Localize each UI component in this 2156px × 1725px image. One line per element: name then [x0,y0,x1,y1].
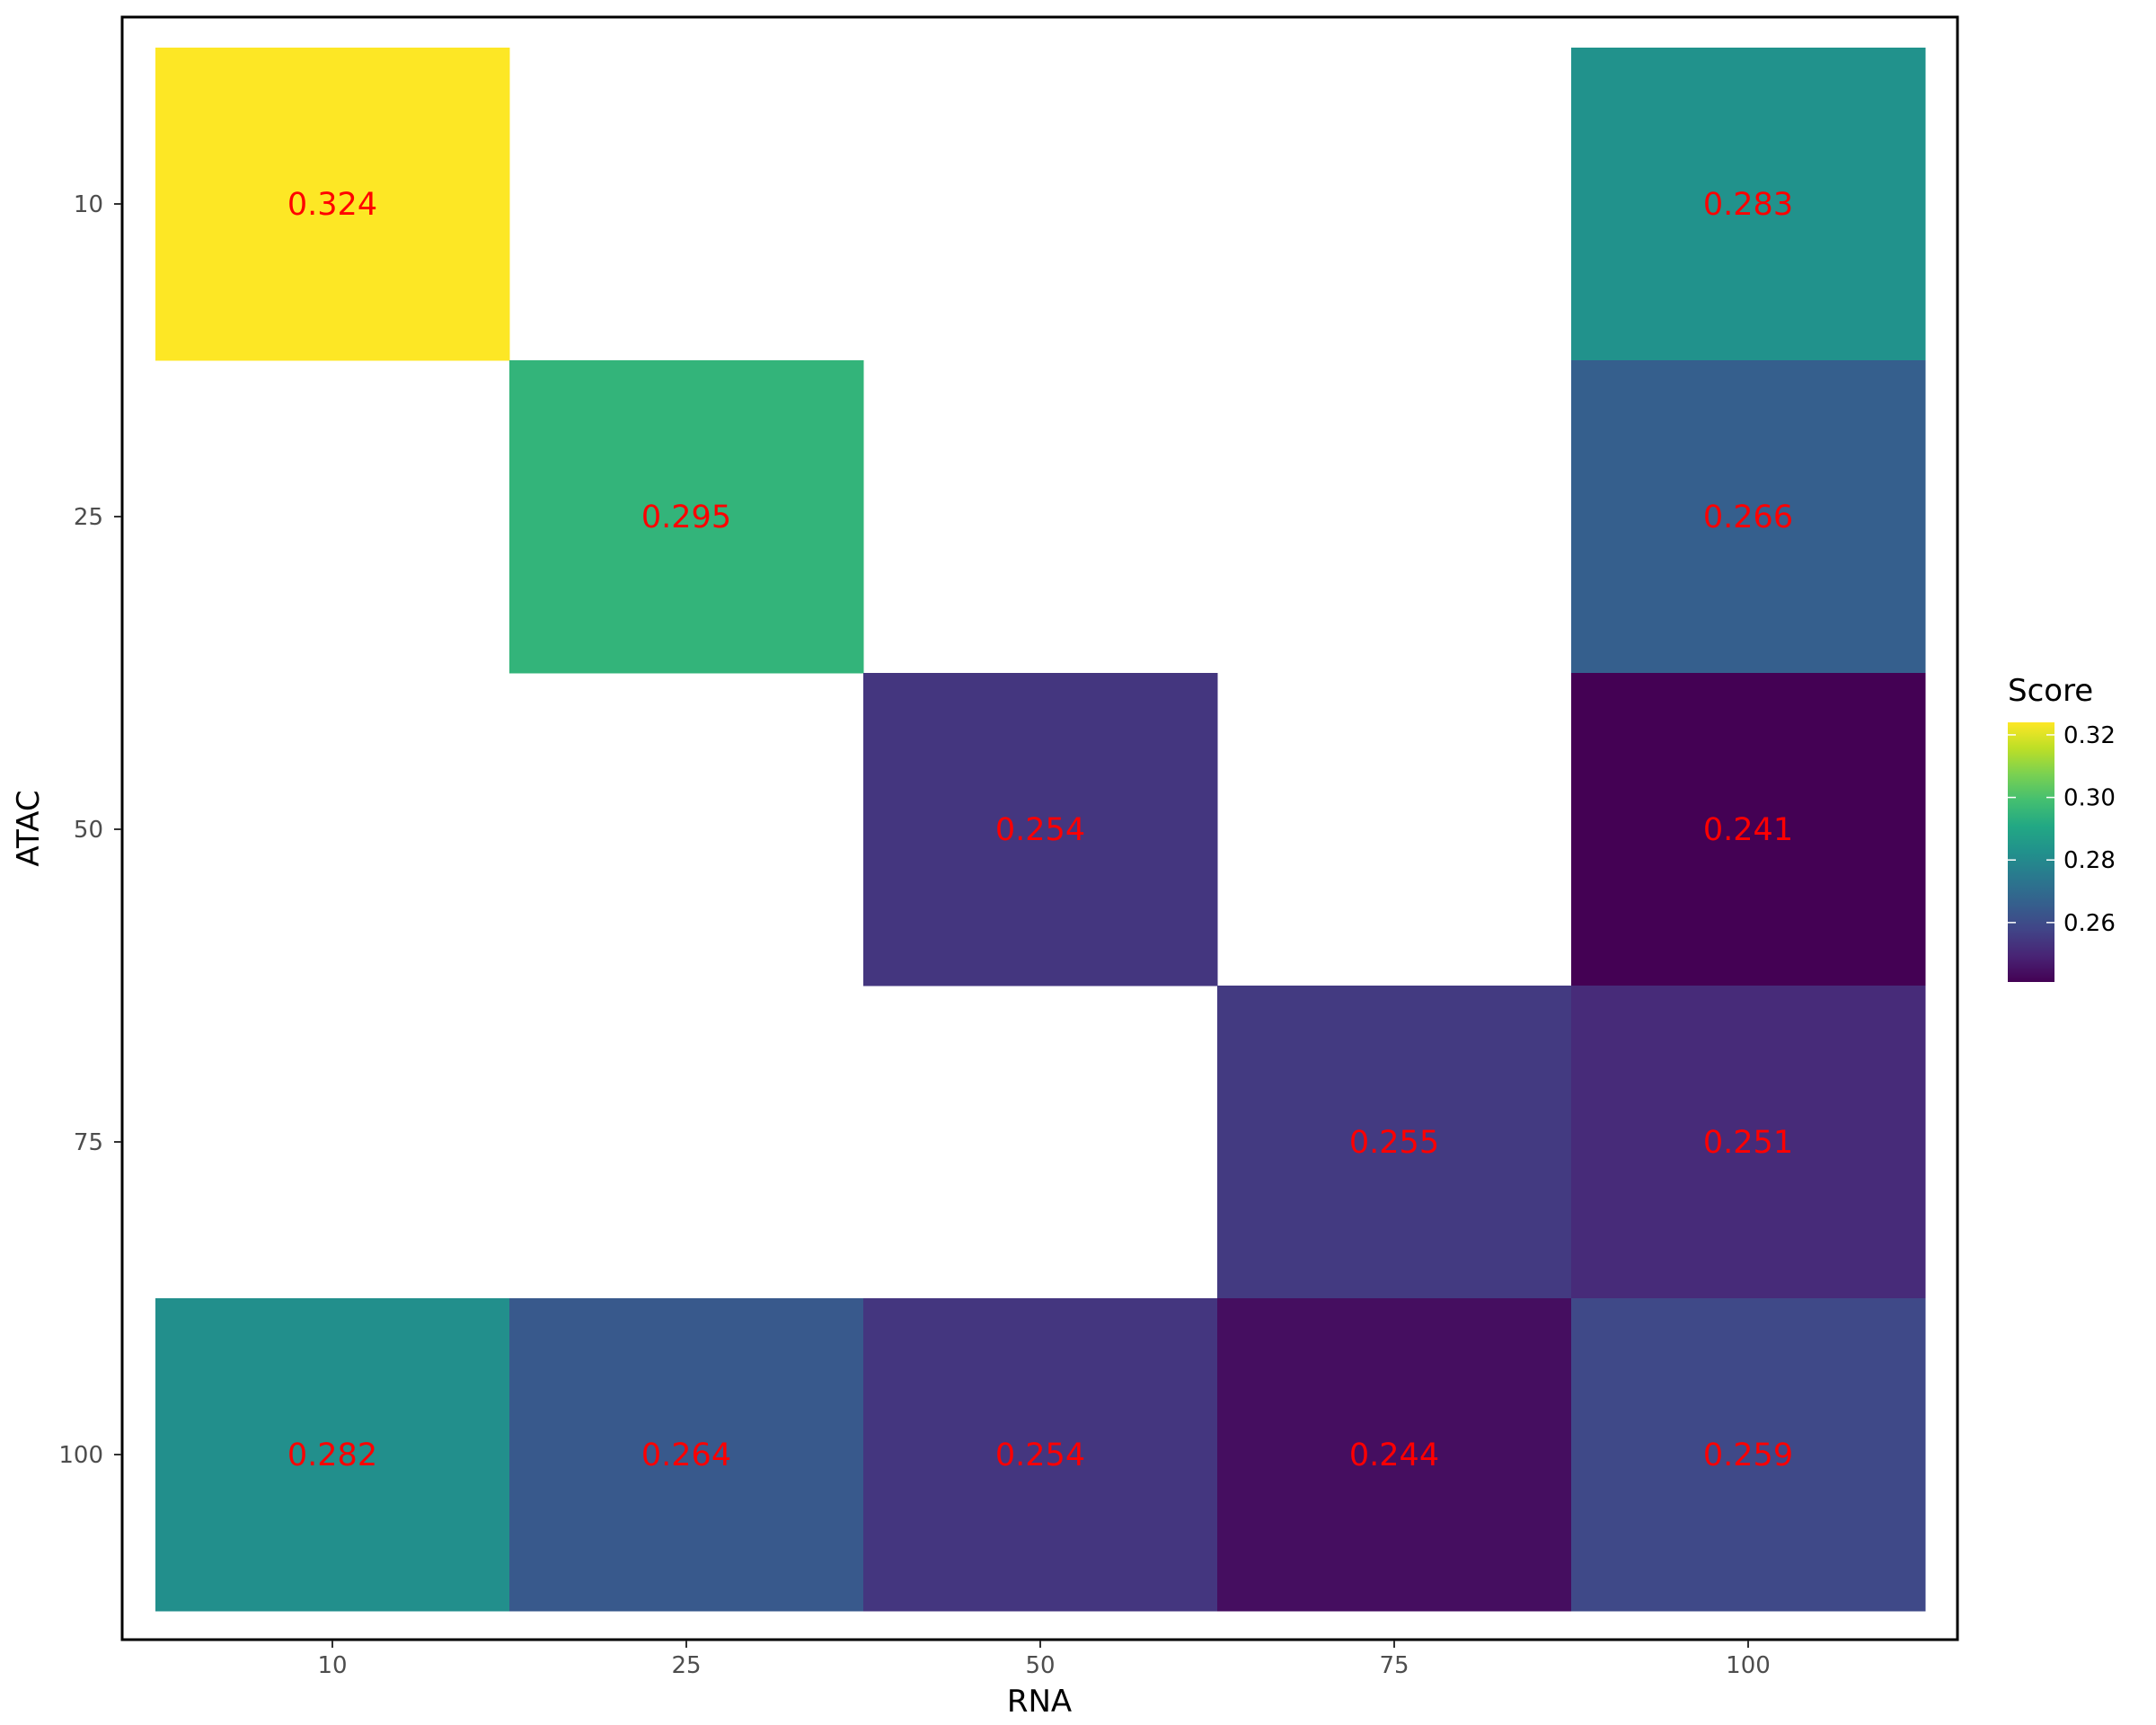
x-tick-label: 75 [1379,1652,1409,1679]
x-axis-title: RNA [1007,1684,1072,1720]
heatmap-cell [509,360,864,674]
panel-border [120,15,1959,1641]
cell-value-label: 0.254 [995,1438,1085,1473]
x-tick-label: 10 [317,1652,347,1679]
y-tick-label: 25 [74,504,103,531]
y-tick-label: 100 [58,1442,103,1469]
heatmap-cell [155,1298,510,1612]
x-tick-label: 100 [1726,1652,1771,1679]
cell-value-label: 0.244 [1349,1438,1439,1473]
y-tick-label: 75 [74,1129,103,1156]
x-tick-label: 50 [1025,1652,1055,1679]
heatmap-cell [509,1298,864,1612]
legend-tick-label: 0.32 [2063,722,2116,749]
color-legend: Score 0.26 0.28 0.30 0.32 [2008,673,2116,982]
legend-ticks: 0.26 0.28 0.30 0.32 [2008,722,2116,937]
cell-value-label: 0.264 [641,1438,731,1473]
cell-value-label: 0.251 [1703,1125,1793,1161]
heatmap-cell [155,48,510,361]
heatmap-cell [1571,360,1926,674]
heatmap-cell [1217,986,1572,1299]
cell-value-label: 0.254 [995,812,1085,848]
heatmap-cell-labels: 0.324 0.283 0.295 0.266 0.254 0.241 0.255 0.251… [287,187,1793,1473]
heatmap-cells [155,48,1926,1612]
heatmap-cell [1571,1298,1926,1612]
legend-colorbar [2008,722,2054,982]
heatmap-cell [863,673,1218,986]
cell-value-label: 0.266 [1703,500,1793,535]
heatmap-cell [863,1298,1218,1612]
x-axis: 10 25 50 75 100 [317,1641,1771,1679]
y-tick-label: 10 [74,191,103,218]
y-axis: 10 25 50 75 100 [58,191,121,1469]
cell-value-label: 0.241 [1703,812,1793,848]
x-tick-label: 25 [671,1652,701,1679]
legend-tick-label: 0.30 [2063,785,2116,812]
heatmap-cell [1217,1298,1572,1612]
heatmap-cell [1571,673,1926,986]
y-axis-title: ATAC [11,790,47,866]
cell-value-label: 0.324 [287,187,377,223]
cell-value-label: 0.295 [641,500,731,535]
legend-tick-label: 0.28 [2063,847,2116,874]
cell-value-label: 0.282 [287,1438,377,1473]
legend-title: Score [2008,673,2093,709]
heatmap-cell [1571,48,1926,361]
y-tick-label: 50 [74,817,103,844]
cell-value-label: 0.283 [1703,187,1793,223]
cell-value-label: 0.259 [1703,1438,1793,1473]
heatmap-cell [1571,986,1926,1299]
legend-tick-label: 0.26 [2063,910,2116,937]
cell-value-label: 0.255 [1349,1125,1439,1161]
